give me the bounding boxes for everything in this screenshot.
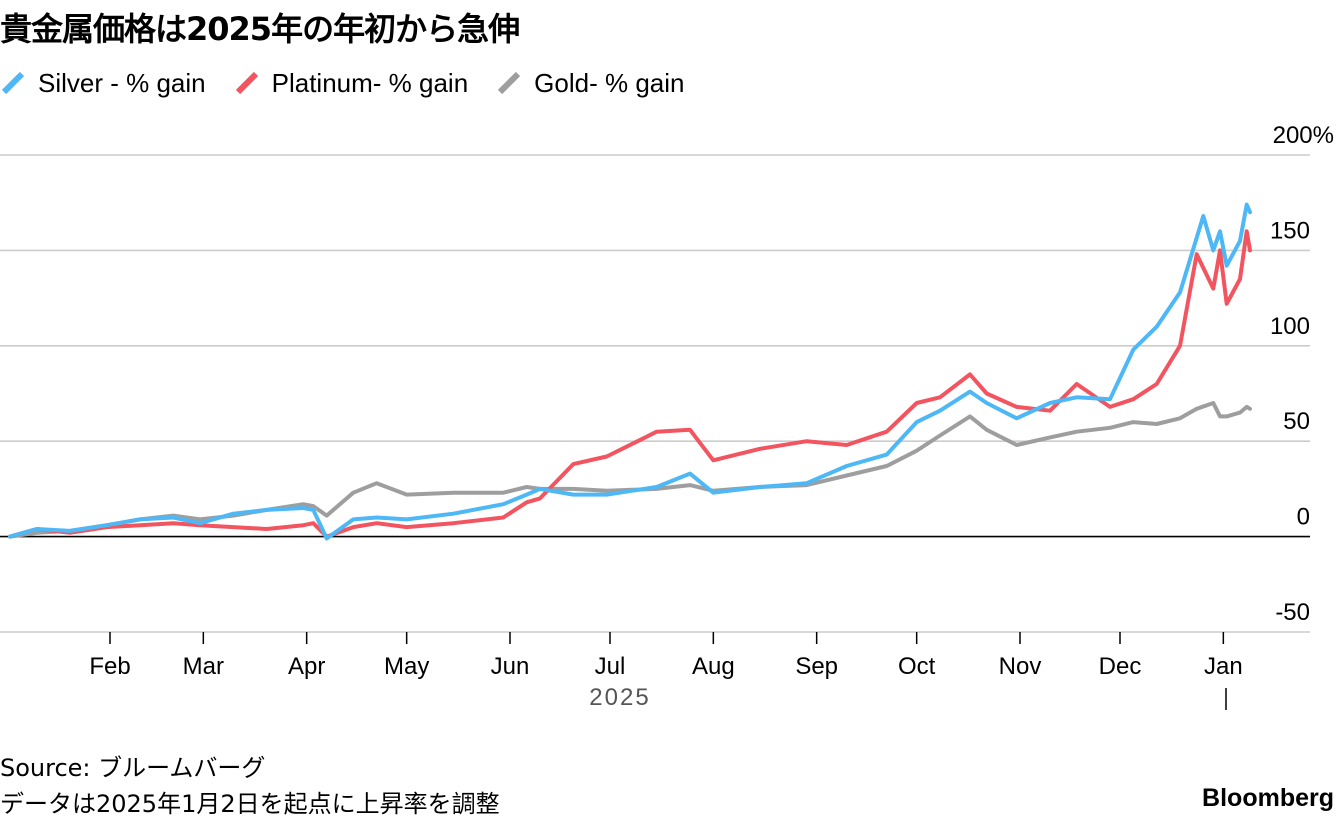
x-tick-label: Mar <box>183 653 224 680</box>
legend-label-silver: Silver - % gain <box>38 67 206 98</box>
series-line-platinum <box>8 229 1252 539</box>
y-tick-label: 100 <box>1270 313 1310 340</box>
x-tick-label: Aug <box>692 653 735 680</box>
y-axis-ticks: -50 0 50 100 150 200% <box>1270 122 1334 626</box>
legend-label-platinum: Platinum- % gain <box>271 67 469 98</box>
line-chart: -50 0 50 100 150 200% Feb Mar Apr May Jun Jul Aug Se… <box>0 122 1334 711</box>
x-tick-label: Jan <box>1204 653 1243 680</box>
y-tick-label: 150 <box>1270 217 1310 244</box>
source-note: Source: ブルームバーグ <box>0 754 266 782</box>
x-tick-label: Jun <box>491 653 530 680</box>
y-tick-label: 50 <box>1283 408 1310 435</box>
chart-legend: Silver - % gain Platinum- % gain Gold- %… <box>0 66 684 100</box>
series-lines <box>8 202 1252 541</box>
x-tick-label: Sep <box>795 653 838 680</box>
series-line-silver <box>8 202 1252 541</box>
legend-swatch-silver-icon <box>1 71 25 95</box>
y-tick-label: 0 <box>1297 504 1310 531</box>
legend-swatch-gold-icon <box>498 71 521 95</box>
x-tick-label: Jul <box>595 653 626 680</box>
x-tick-label: Nov <box>999 653 1042 680</box>
bloomberg-logo: Bloomberg <box>1202 784 1334 812</box>
data-note: データは2025年1月2日を起点に上昇率を調整 <box>0 790 500 818</box>
y-tick-label: -50 <box>1275 599 1310 626</box>
x-axis-year-label: 2025 <box>589 684 650 711</box>
series-line-gold <box>8 401 1252 539</box>
x-tick-label: Dec <box>1099 653 1142 680</box>
x-tick-label: Oct <box>898 653 936 680</box>
y-tick-label: 200% <box>1273 122 1334 149</box>
legend-swatch-platinum-icon <box>235 71 258 95</box>
legend-item-platinum: Platinum- % gain <box>234 67 469 99</box>
gridlines <box>0 154 1310 633</box>
x-tick-label: Apr <box>288 653 325 680</box>
x-axis-ticks: Feb Mar Apr May Jun Jul Aug Sep Oct Nov Dec Jan <box>89 632 1243 680</box>
x-tick-label: May <box>384 653 429 680</box>
legend-item-gold: Gold- % gain <box>496 68 684 99</box>
chart-title: 貴金属価格は2025年の年初から急伸 <box>0 10 520 48</box>
x-tick-label: Feb <box>89 653 130 680</box>
legend-item-silver: Silver - % gain <box>0 68 206 99</box>
legend-label-gold: Gold- % gain <box>534 67 685 98</box>
